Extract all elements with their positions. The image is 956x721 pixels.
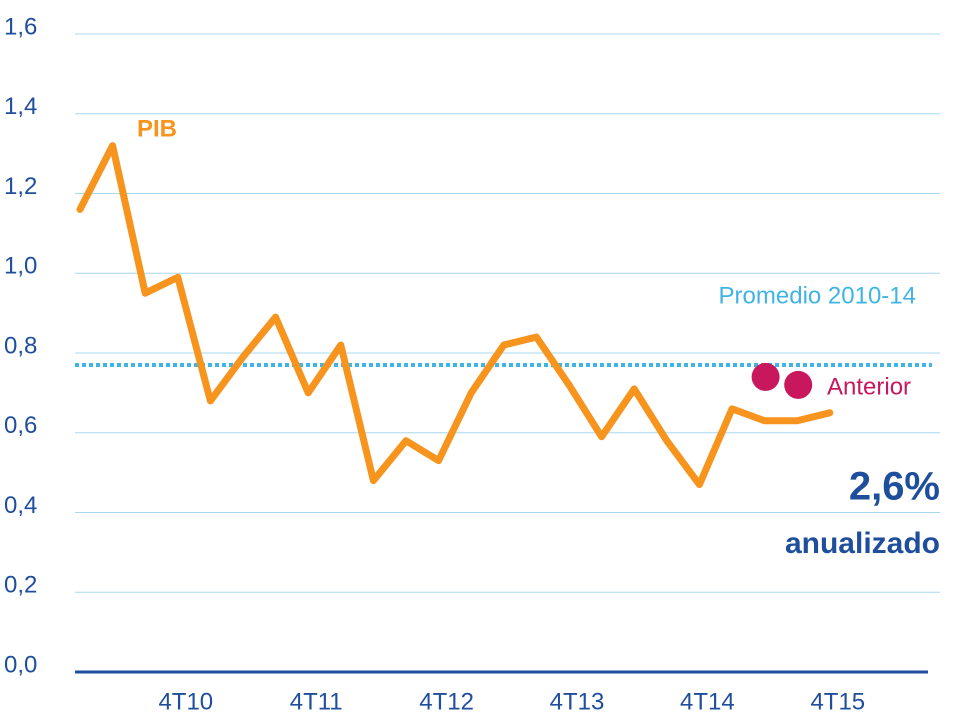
y-tick-label: 1,4 xyxy=(4,93,37,120)
y-tick-label: 0,2 xyxy=(4,572,37,599)
reference-label: Promedio 2010-14 xyxy=(719,282,916,309)
x-tick-label: 4T10 xyxy=(158,688,213,715)
y-tick-label: 1,2 xyxy=(4,173,37,200)
y-tick-label: 1,6 xyxy=(4,13,37,40)
y-tick-label: 0,6 xyxy=(4,412,37,439)
series-label: PIB xyxy=(137,115,177,142)
x-tick-label: 4T12 xyxy=(419,688,474,715)
x-tick-label: 4T15 xyxy=(810,688,865,715)
series-line xyxy=(76,142,834,489)
y-tick-label: 0,4 xyxy=(4,492,37,519)
x-tick-label: 4T14 xyxy=(680,688,735,715)
annotation-text: anualizado xyxy=(785,527,940,560)
previous-label: Anterior xyxy=(827,373,911,400)
y-tick-label: 1,0 xyxy=(4,253,37,280)
x-tick-label: 4T13 xyxy=(550,688,605,715)
x-tick-label: 4T11 xyxy=(290,688,343,715)
previous-dot xyxy=(784,370,813,399)
y-tick-label: 0,0 xyxy=(4,651,37,678)
previous-dot xyxy=(751,362,780,391)
annotation-value: 2,6% xyxy=(849,465,940,509)
y-tick-label: 0,8 xyxy=(4,332,37,359)
